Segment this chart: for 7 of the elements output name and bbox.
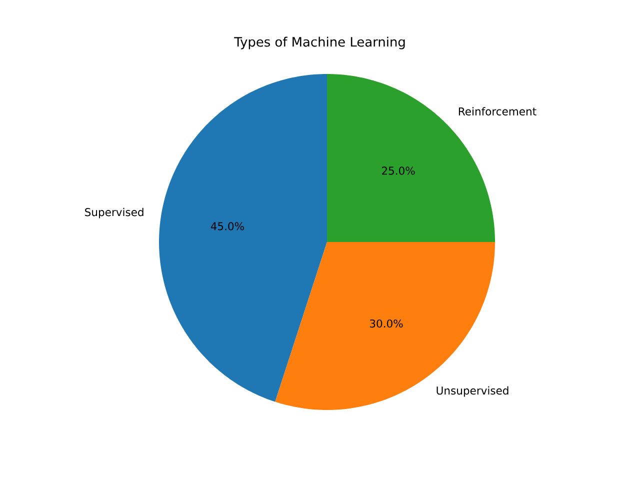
data-label: 30.0%: [370, 319, 403, 328]
data-label: 45.0%: [210, 222, 244, 230]
slice-label: Reinforcement: [458, 107, 536, 116]
slice-label: Unsupervised: [436, 386, 508, 397]
slice-label: Supervised: [85, 208, 144, 218]
data-label: 25.0%: [382, 166, 415, 175]
chart-title: Types of Machine Learning: [234, 36, 405, 50]
